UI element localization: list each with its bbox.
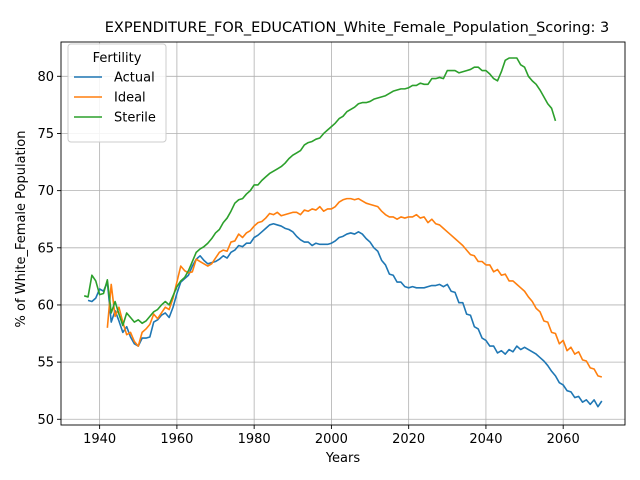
legend-label-ideal: Ideal	[114, 91, 146, 106]
y-tick-label: 50	[37, 413, 54, 428]
legend-label-actual: Actual	[114, 71, 155, 86]
x-tick-label: 1960	[160, 432, 193, 447]
x-tick-label: 2040	[469, 432, 502, 447]
y-tick-label: 80	[37, 70, 54, 85]
legend: Fertility Actual Ideal Sterile	[67, 43, 167, 143]
x-tick-label: 1940	[83, 432, 116, 447]
x-tick-label: 2020	[392, 432, 425, 447]
legend-title: Fertility	[93, 51, 142, 66]
series-lines	[83, 57, 603, 408]
y-axis-label: % of White_Female Population	[14, 131, 29, 328]
y-tick-label: 70	[37, 184, 54, 199]
y-tick-label: 75	[37, 127, 54, 142]
legend-entries: Actual Ideal Sterile	[74, 71, 156, 126]
x-axis-label: Years	[325, 451, 361, 466]
plot-area-frame	[60, 41, 626, 426]
x-tick-label: 1980	[238, 432, 271, 447]
y-tick-label: 60	[37, 298, 54, 313]
grid	[61, 42, 625, 425]
axis-ticks: 1940 1960 1980 2000 2020 2040 2060 50 55 60 65 70 75…	[37, 70, 579, 447]
legend-label-sterile: Sterile	[114, 111, 156, 126]
y-tick-label: 65	[37, 241, 54, 256]
x-tick-label: 2000	[315, 432, 348, 447]
series-line-actual	[87, 222, 603, 408]
series-line-ideal	[106, 197, 603, 378]
x-tick-label: 2060	[547, 432, 580, 447]
y-tick-label: 55	[37, 356, 54, 371]
series-line-sterile	[83, 57, 557, 327]
chart-title: EXPENDITURE_FOR_EDUCATION_White_Female_P…	[105, 20, 610, 36]
